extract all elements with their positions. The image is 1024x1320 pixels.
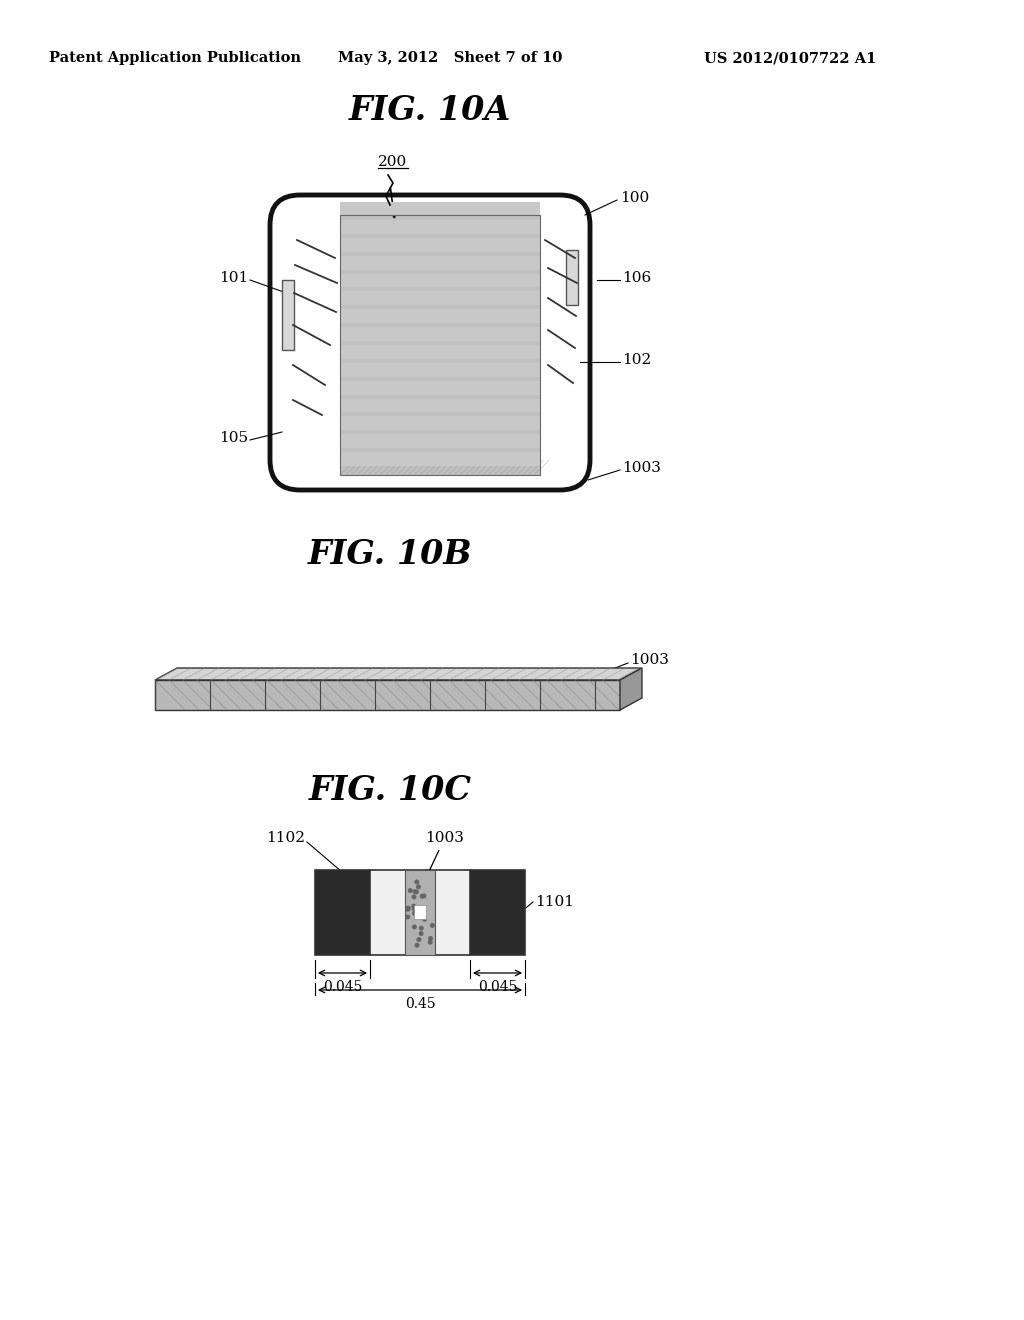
Bar	[340, 380, 540, 384]
Text: FIG. 10B: FIG. 10B	[307, 539, 472, 572]
Circle shape	[412, 895, 417, 899]
Text: 1101: 1101	[535, 895, 574, 909]
Bar	[340, 399, 540, 412]
Bar	[340, 309, 540, 313]
Circle shape	[428, 940, 433, 945]
Bar	[340, 399, 540, 403]
Bar	[340, 380, 540, 395]
Text: US 2012/0107722 A1: US 2012/0107722 A1	[703, 51, 877, 65]
Text: 1003: 1003	[622, 461, 660, 475]
Bar	[340, 309, 540, 323]
Text: 100: 100	[620, 191, 649, 205]
Circle shape	[415, 942, 420, 948]
Bar	[340, 273, 540, 277]
Circle shape	[415, 908, 420, 912]
Circle shape	[412, 904, 416, 908]
Bar	[340, 434, 540, 449]
Text: 0.045: 0.045	[323, 979, 362, 994]
Text: 0.45: 0.45	[404, 997, 435, 1011]
FancyBboxPatch shape	[270, 195, 590, 490]
Bar	[370, 870, 470, 954]
Circle shape	[414, 890, 419, 895]
Text: 106: 106	[622, 271, 651, 285]
Bar	[340, 220, 540, 224]
Bar	[470, 870, 525, 954]
Bar	[340, 238, 540, 242]
Text: 101: 101	[219, 271, 248, 285]
Text: 0.045: 0.045	[478, 979, 517, 994]
Circle shape	[416, 884, 421, 890]
Bar	[340, 273, 540, 288]
Bar	[340, 453, 540, 466]
Circle shape	[412, 924, 417, 929]
Circle shape	[428, 936, 433, 941]
Bar	[566, 249, 578, 305]
Bar	[340, 215, 540, 475]
Bar	[340, 292, 540, 305]
Polygon shape	[155, 680, 620, 710]
Bar	[315, 870, 370, 954]
Text: 1102: 1102	[266, 832, 305, 845]
Text: 1003: 1003	[425, 832, 464, 845]
Text: FIG. 10C: FIG. 10C	[308, 774, 471, 807]
Bar	[340, 416, 540, 421]
Text: FIG. 10A: FIG. 10A	[349, 94, 511, 127]
Polygon shape	[620, 668, 642, 710]
Text: 105: 105	[219, 432, 248, 445]
Bar	[340, 215, 540, 475]
Bar	[340, 202, 540, 216]
Circle shape	[413, 890, 418, 894]
Circle shape	[422, 917, 427, 921]
Bar	[340, 345, 540, 348]
Circle shape	[415, 879, 419, 884]
Bar	[340, 327, 540, 331]
Circle shape	[422, 915, 426, 919]
Bar	[340, 345, 540, 359]
Bar	[282, 280, 294, 350]
Bar	[340, 256, 540, 269]
Bar	[406, 870, 435, 954]
Bar	[340, 327, 540, 341]
Bar	[340, 220, 540, 234]
Circle shape	[412, 911, 417, 916]
Circle shape	[420, 894, 425, 899]
Circle shape	[406, 906, 411, 911]
Circle shape	[419, 925, 424, 931]
Text: 1003: 1003	[630, 653, 669, 667]
Bar	[340, 363, 540, 376]
Text: Patent Application Publication: Patent Application Publication	[49, 51, 301, 65]
Polygon shape	[155, 668, 642, 680]
Text: May 3, 2012   Sheet 7 of 10: May 3, 2012 Sheet 7 of 10	[338, 51, 562, 65]
Text: 102: 102	[622, 352, 651, 367]
Circle shape	[430, 923, 435, 928]
Text: 200: 200	[379, 154, 408, 169]
Bar	[340, 363, 540, 367]
Circle shape	[412, 907, 417, 912]
Bar	[340, 453, 540, 457]
Bar	[340, 434, 540, 438]
Circle shape	[408, 888, 413, 894]
Circle shape	[419, 931, 424, 936]
Bar	[340, 238, 540, 252]
Circle shape	[406, 907, 411, 912]
Bar	[340, 256, 540, 260]
Bar	[340, 416, 540, 430]
Circle shape	[417, 937, 422, 942]
Bar	[414, 906, 426, 919]
Bar	[340, 292, 540, 296]
Circle shape	[406, 915, 411, 920]
Circle shape	[422, 894, 426, 899]
